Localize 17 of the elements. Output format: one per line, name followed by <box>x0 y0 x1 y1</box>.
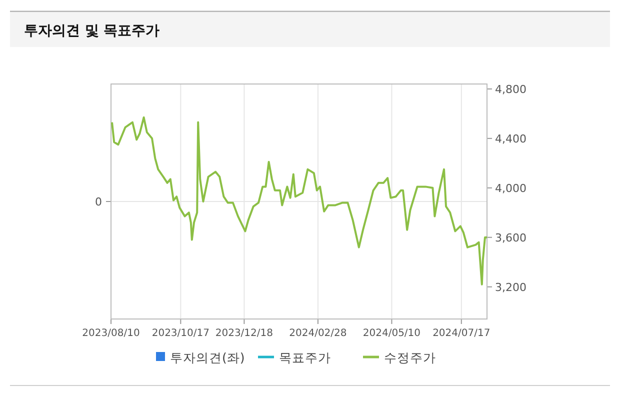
x-tick-label: 2024/07/17 <box>432 328 490 339</box>
y2-tick-label: 3,200 <box>495 280 526 294</box>
x-tick-label: 2024/02/28 <box>289 328 347 339</box>
line-series <box>111 116 488 286</box>
y2-tick-label: 4,400 <box>495 132 526 146</box>
x-tick-label: 2023/10/17 <box>152 328 210 339</box>
legend-label: 수정주가 <box>384 350 436 365</box>
legend-label: 투자의견(좌) <box>170 350 245 365</box>
y2-tick-label: 3,600 <box>495 231 526 244</box>
y2-tick-label: 4,000 <box>495 182 526 195</box>
x-tick-label: 2024/05/10 <box>362 328 421 339</box>
legend-label: 목표주가 <box>279 350 331 365</box>
y2-tick-label: 4,800 <box>495 82 526 96</box>
x-tick-label: 2023/12/18 <box>215 328 274 339</box>
text: 0 <box>95 196 102 208</box>
chart-title: 투자의견 및 목표주가 <box>24 23 160 39</box>
x-tick-label: 2023/08/10 <box>82 328 140 339</box>
